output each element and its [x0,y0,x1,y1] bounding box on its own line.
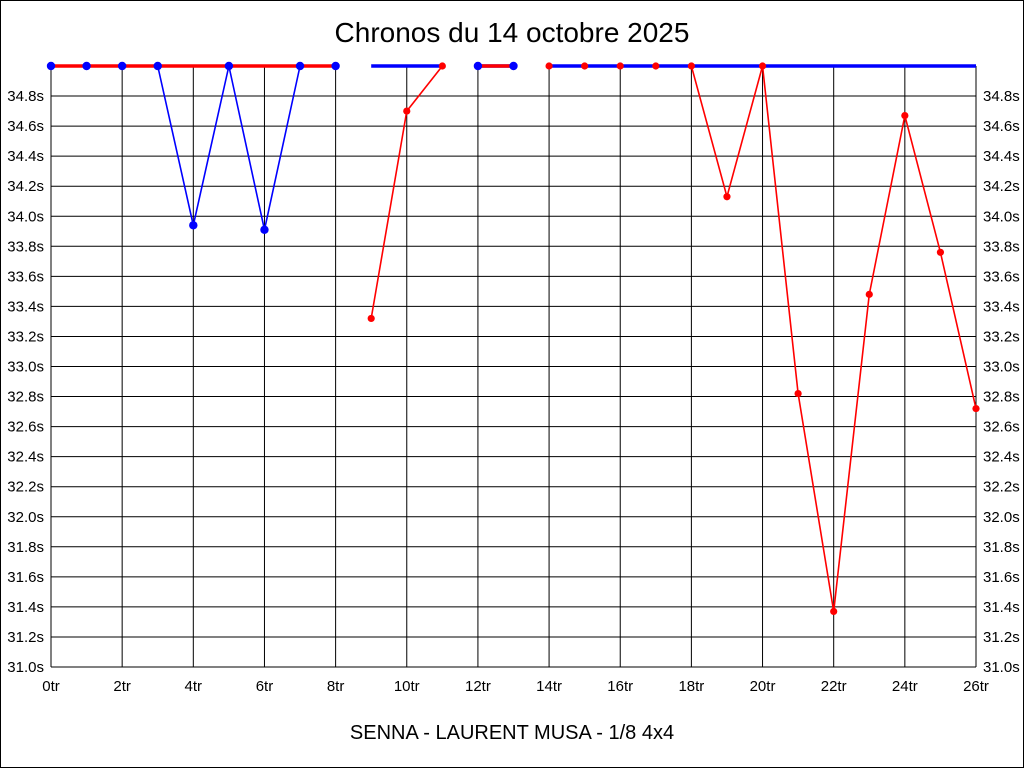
x-tick-label: 24tr [892,678,918,695]
data-point-blue [260,225,269,234]
x-tick-label: 26tr [963,678,989,695]
y-tick-label-left: 33.4s [7,298,44,315]
data-point-blue [189,221,198,230]
data-point-red [794,389,802,398]
y-tick-label-right: 32.0s [983,509,1020,526]
data-point-red [936,248,945,256]
data-point-blue [224,61,234,71]
y-tick-label-left: 34.6s [7,118,44,135]
data-point-red [723,193,731,201]
chart-title: Chronos du 14 octobre 2025 [334,17,690,48]
data-point-red [616,62,624,70]
y-tick-label-left: 31.8s [7,539,44,556]
x-tick-label: 6tr [256,678,274,695]
y-tick-label-left: 34.0s [7,208,44,225]
y-tick-label-right: 34.4s [983,148,1020,165]
data-point-blue [82,61,91,71]
y-tick-label-left: 32.6s [7,419,44,436]
y-tick-label-right: 31.6s [983,569,1020,586]
data-point-red [545,62,553,70]
y-tick-label-right: 34.0s [983,208,1020,225]
data-point-blue [295,61,305,71]
data-point-red [972,404,980,413]
x-tick-label: 4tr [185,678,203,695]
x-tick-label: 18tr [678,678,704,695]
y-tick-label-right: 31.4s [983,599,1020,616]
y-tick-label-right: 31.0s [983,659,1020,676]
y-tick-label-right: 34.8s [983,88,1020,105]
y-tick-label-left: 32.2s [7,479,44,496]
y-tick-label-right: 32.6s [983,419,1020,436]
data-point-red [865,290,873,298]
x-tick-label: 8tr [327,678,345,695]
x-tick-label: 12tr [465,678,491,695]
y-tick-label-left: 34.2s [7,178,44,195]
y-tick-label-left: 32.8s [7,389,44,406]
data-point-blue [509,61,518,71]
x-tick-label: 20tr [750,678,776,695]
x-tick-label: 22tr [821,678,847,695]
x-tick-label: 14tr [536,678,562,695]
y-tick-label-left: 31.0s [7,659,44,676]
y-tick-label-right: 32.4s [983,449,1020,466]
y-tick-label-left: 33.8s [7,238,44,255]
y-tick-label-right: 31.2s [983,629,1020,646]
y-tick-label-right: 33.2s [983,328,1020,345]
y-tick-label-right: 33.6s [983,268,1020,285]
data-point-blue [331,61,340,71]
y-tick-label-right: 32.2s [983,479,1020,496]
data-point-blue [117,61,127,71]
y-tick-label-right: 34.2s [983,178,1020,195]
data-point-red [901,111,909,120]
y-tick-label-left: 31.2s [7,629,44,646]
data-point-red [403,107,411,115]
x-tick-label: 16tr [607,678,633,695]
y-tick-label-left: 34.4s [7,148,44,165]
y-tick-label-left: 32.0s [7,509,44,526]
x-tick-label: 10tr [394,678,420,695]
data-point-red [652,62,660,70]
y-tick-label-right: 33.8s [983,238,1020,255]
y-tick-label-left: 31.6s [7,569,44,586]
x-tick-label: 0tr [42,678,60,695]
y-tick-label-left: 32.4s [7,449,44,466]
data-point-red [830,607,838,616]
y-tick-label-left: 33.6s [7,268,44,285]
data-point-red [438,62,446,70]
data-point-blue [153,61,162,71]
y-tick-label-right: 32.8s [983,389,1020,406]
y-tick-label-left: 33.2s [7,328,44,345]
data-point-blue [473,61,483,71]
data-point-red [367,314,375,323]
y-tick-label-left: 34.8s [7,88,44,105]
chart-caption: SENNA - LAURENT MUSA - 1/8 4x4 [349,722,675,744]
y-tick-label-right: 33.4s [983,298,1020,315]
y-tick-label-left: 33.0s [7,359,44,376]
y-tick-label-right: 34.6s [983,118,1020,135]
y-tick-label-left: 31.4s [7,599,44,616]
x-tick-label: 2tr [113,678,131,695]
y-tick-label-right: 33.0s [983,359,1020,376]
data-point-blue [46,61,56,71]
y-tick-label-right: 31.8s [983,539,1020,556]
data-point-red [687,62,695,70]
data-point-red [581,62,589,70]
data-point-red [758,62,767,70]
